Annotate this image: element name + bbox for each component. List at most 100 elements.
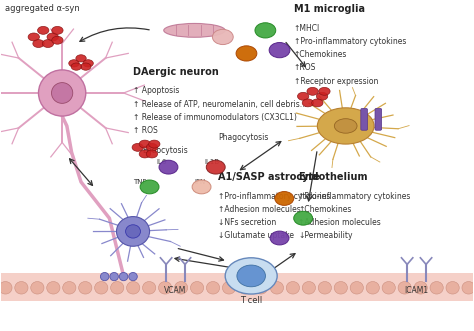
Text: ↑Receptor expression: ↑Receptor expression (294, 76, 378, 85)
Text: ↓Permeability: ↓Permeability (299, 231, 353, 240)
Ellipse shape (126, 225, 140, 238)
Ellipse shape (317, 92, 328, 100)
Ellipse shape (132, 143, 144, 151)
Ellipse shape (225, 258, 277, 294)
Ellipse shape (236, 46, 257, 61)
Ellipse shape (146, 143, 157, 151)
Ellipse shape (83, 60, 93, 67)
FancyBboxPatch shape (361, 109, 367, 130)
Ellipse shape (79, 282, 92, 294)
Ellipse shape (446, 282, 459, 294)
Ellipse shape (143, 282, 156, 294)
Text: ↑ROS: ↑ROS (294, 63, 316, 72)
Ellipse shape (350, 282, 364, 294)
Text: ↑ Release of ATP, neuromelanin, cell debris...: ↑ Release of ATP, neuromelanin, cell deb… (133, 100, 307, 109)
Text: ↑Adhesion molecules: ↑Adhesion molecules (299, 218, 381, 227)
Ellipse shape (212, 29, 233, 45)
Ellipse shape (318, 282, 331, 294)
Ellipse shape (414, 282, 427, 294)
Ellipse shape (37, 26, 49, 34)
Ellipse shape (334, 119, 357, 133)
Ellipse shape (269, 42, 290, 58)
Ellipse shape (119, 272, 128, 281)
Ellipse shape (33, 40, 44, 48)
Ellipse shape (127, 282, 140, 294)
Ellipse shape (191, 282, 204, 294)
Ellipse shape (110, 272, 118, 281)
Ellipse shape (52, 26, 63, 34)
Ellipse shape (206, 282, 219, 294)
Ellipse shape (42, 40, 54, 48)
Ellipse shape (95, 282, 108, 294)
Text: A1/SASP astrocyte: A1/SASP astrocyte (218, 172, 320, 182)
Text: M1 microglia: M1 microglia (294, 4, 365, 14)
Ellipse shape (47, 33, 58, 41)
Ellipse shape (52, 36, 63, 44)
Ellipse shape (28, 33, 39, 41)
Ellipse shape (149, 140, 160, 148)
Text: IL6: IL6 (156, 159, 167, 165)
Text: Phagocytosis: Phagocytosis (218, 132, 268, 142)
Text: aggregated α-syn: aggregated α-syn (5, 4, 80, 13)
Ellipse shape (159, 160, 178, 174)
Ellipse shape (462, 282, 474, 294)
Ellipse shape (238, 282, 252, 294)
FancyBboxPatch shape (375, 109, 382, 130)
Ellipse shape (158, 282, 172, 294)
Ellipse shape (270, 282, 283, 294)
Ellipse shape (430, 282, 443, 294)
Text: ↓NFs secretion: ↓NFs secretion (218, 218, 276, 227)
Ellipse shape (76, 55, 86, 62)
Ellipse shape (38, 70, 86, 116)
Text: IFN: IFN (194, 179, 206, 185)
Ellipse shape (366, 282, 379, 294)
Text: ↑ Release of immunomodulators (CX3CL1): ↑ Release of immunomodulators (CX3CL1) (133, 113, 297, 122)
Ellipse shape (398, 282, 411, 294)
Text: TNF: TNF (133, 179, 146, 185)
Ellipse shape (100, 272, 109, 281)
Ellipse shape (302, 99, 314, 107)
Text: ICAM1: ICAM1 (404, 286, 428, 295)
Ellipse shape (319, 87, 330, 95)
Ellipse shape (139, 140, 151, 148)
Ellipse shape (286, 282, 300, 294)
Ellipse shape (237, 265, 265, 287)
Ellipse shape (146, 150, 157, 158)
Text: ↓Glutamate uptake: ↓Glutamate uptake (218, 231, 294, 240)
Ellipse shape (192, 180, 211, 194)
Bar (0, 273, 474, 301)
Ellipse shape (298, 92, 309, 100)
Ellipse shape (302, 282, 316, 294)
Ellipse shape (255, 23, 276, 38)
Text: ↑Pro-inflammatory cytokines: ↑Pro-inflammatory cytokines (218, 192, 330, 201)
Ellipse shape (63, 282, 76, 294)
Ellipse shape (294, 211, 313, 225)
Text: ↑MHCI: ↑MHCI (294, 24, 320, 33)
Text: ↑ ROS: ↑ ROS (133, 126, 158, 135)
Text: ↑Pro-inflammatory cytokines: ↑Pro-inflammatory cytokines (299, 192, 411, 201)
Ellipse shape (318, 108, 374, 144)
Text: T cell: T cell (240, 296, 262, 305)
Text: DAergic neuron: DAergic neuron (133, 67, 219, 76)
Ellipse shape (275, 192, 294, 205)
Text: ↑Pro-inflammatory cytokines: ↑Pro-inflammatory cytokines (294, 37, 406, 46)
Ellipse shape (255, 282, 268, 294)
Ellipse shape (312, 99, 323, 107)
Ellipse shape (139, 150, 151, 158)
Ellipse shape (71, 63, 82, 70)
Ellipse shape (174, 282, 188, 294)
Ellipse shape (270, 231, 289, 245)
Ellipse shape (47, 282, 60, 294)
Ellipse shape (69, 60, 79, 67)
Text: ↑Chemokines: ↑Chemokines (294, 50, 347, 59)
Ellipse shape (222, 282, 236, 294)
Ellipse shape (164, 24, 225, 37)
Ellipse shape (81, 63, 91, 70)
Ellipse shape (129, 272, 137, 281)
Text: ↑Adhesion molecules: ↑Adhesion molecules (218, 205, 301, 214)
Text: VCAM: VCAM (164, 286, 187, 295)
Text: IL1B: IL1B (204, 159, 219, 165)
Text: Endothelium: Endothelium (299, 172, 368, 182)
Ellipse shape (31, 282, 44, 294)
Ellipse shape (307, 87, 318, 95)
